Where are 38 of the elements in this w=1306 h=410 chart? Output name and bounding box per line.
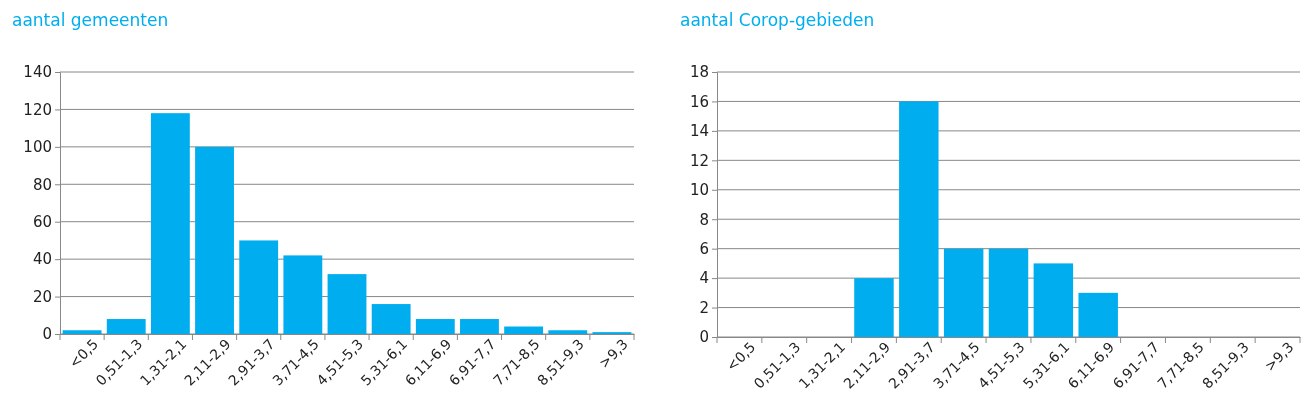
bar [283,255,323,334]
y-tick-label: 2 [699,298,709,317]
chart-title: aantal gemeenten [12,10,169,30]
y-tick-label: 16 [689,92,709,111]
y-tick-label: 4 [699,269,709,288]
y-tick-label: 60 [32,213,52,232]
y-tick-label: 20 [32,287,52,306]
bar [415,319,455,334]
bar [371,304,411,334]
y-tick-label: 120 [23,100,52,119]
bar [150,113,190,334]
bar [239,240,279,334]
y-tick-label: 40 [32,250,52,269]
bar [504,326,544,334]
bar [899,101,939,337]
y-tick-label: 140 [23,63,52,82]
y-tick-label: 0 [42,325,52,344]
bar [62,330,102,334]
bar [943,248,984,337]
y-tick-label: 8 [699,210,709,229]
y-tick-label: 18 [689,63,709,82]
bar [854,278,894,337]
y-tick-label: 10 [689,181,709,200]
chart-title: aantal Corop-gebieden [680,10,875,30]
bar [460,319,499,334]
y-tick-label: 80 [32,175,52,194]
bar [327,274,367,334]
bar [1033,263,1074,337]
bar [1078,292,1118,337]
y-tick-label: 100 [23,138,52,157]
bar [106,319,146,334]
y-tick-label: 12 [689,151,709,170]
bar [195,146,234,334]
bar [988,248,1029,337]
y-tick-label: 14 [689,122,709,141]
y-tick-label: 6 [699,239,709,258]
y-tick-label: 0 [699,328,709,347]
bar [548,330,588,334]
